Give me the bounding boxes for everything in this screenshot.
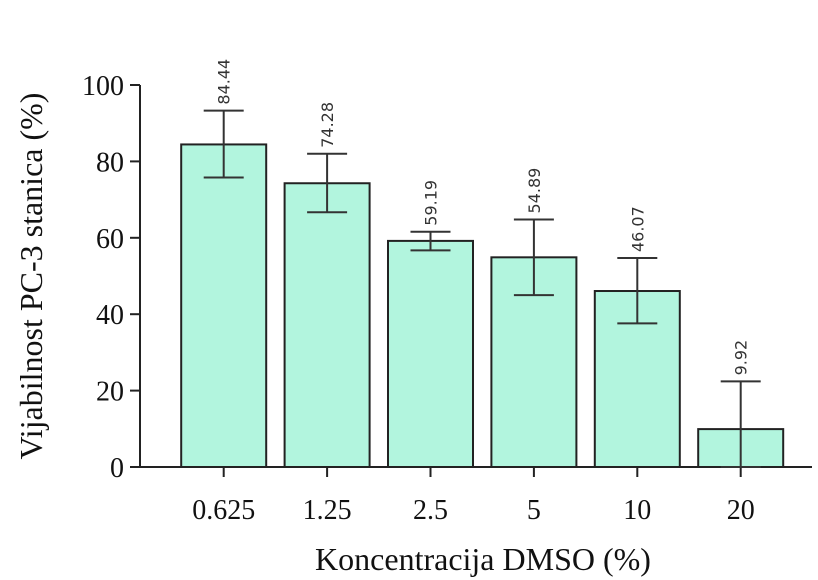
y-tick-label: 40 [96,300,124,331]
x-tick-label: 2.5 [413,495,448,526]
error-bar [410,230,451,252]
x-tick-label: 5 [527,495,541,526]
bar [283,182,371,468]
data-label: 59.19 [422,180,441,226]
bars [180,143,785,468]
data-label: 46.07 [628,206,647,252]
x-axis-title: Koncentracija DMSO (%) [315,541,651,577]
data-label: 74.28 [318,102,337,148]
bar [387,239,474,468]
x-tick-label: 20 [727,495,755,526]
data-labels: 84.44 74.28 59.19 54.89 46.07 9.92 [215,59,751,376]
error-bars [203,109,761,468]
error-bar [513,218,554,297]
data-label: 84.44 [215,59,234,105]
x-ticks: 0.625 1.25 2.5 5 10 20 [192,467,755,526]
y-tick-label: 0 [110,453,124,484]
bar [180,143,268,468]
y-tick-label: 80 [96,147,124,178]
data-label: 54.89 [525,168,544,214]
y-tick-label: 20 [96,377,124,408]
x-tick-label: 0.625 [192,495,255,526]
y-tick-label: 60 [96,224,124,255]
x-axis: 0.625 1.25 2.5 5 10 20 [140,466,812,526]
data-label: 9.92 [732,340,751,376]
y-tick-label: 100 [82,71,124,102]
x-tick-label: 1.25 [303,495,352,526]
x-tick-label: 10 [623,495,651,526]
y-ticks: 0 20 40 60 80 100 [82,71,140,484]
error-bar [617,257,658,325]
y-axis: 0 20 40 60 80 100 [82,71,141,484]
error-bar [203,109,244,179]
error-bar [307,152,348,214]
error-bar [720,380,761,468]
y-axis-title: Vijabilnost PC-3 stanica (%) [13,93,49,460]
